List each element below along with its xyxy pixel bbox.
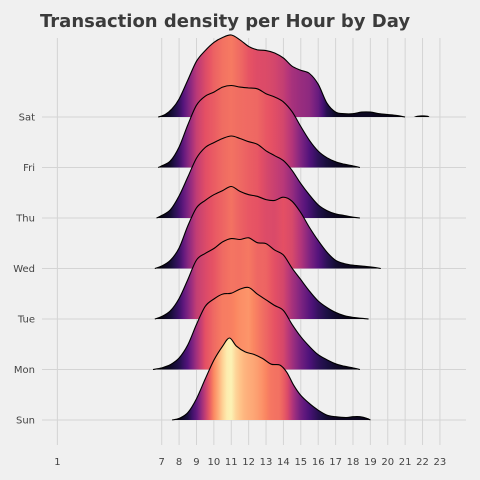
x-tick-label: 18 [347,457,360,468]
ridge-outline-sun [171,337,371,421]
ridge-fill-thu [156,136,360,218]
ridge-outline-thu [156,135,360,219]
ridge-wed [154,185,381,270]
y-tick-label: Sat [19,113,35,124]
x-tick-labels: 1 7 8 9 10 11 12 13 14 15 16 17 18 19 20 21 22 23 [54,457,446,468]
x-tick-label: 19 [364,457,377,468]
x-tick-label: 1 [54,457,60,468]
y-tick-labels: Sun Mon Tue Wed Thu Fri Sat [13,113,35,427]
ridge-fill-tue [154,237,369,319]
x-tick-label: 15 [294,457,307,468]
x-tick-label: 9 [193,457,199,468]
x-tick-label: 21 [399,457,412,468]
ridge-outline-fri [157,84,361,169]
x-tick-label: 10 [208,457,221,468]
y-tick-label: Mon [14,365,35,376]
ridge-outline-mon [152,286,361,371]
y-tick-label: Fri [23,163,35,174]
chart-title: Transaction density per Hour by Day [40,11,410,32]
y-tick-label: Tue [17,315,35,326]
x-tick-label: 16 [312,457,325,468]
x-tick-label: 11 [225,457,238,468]
x-tick-label: 12 [242,457,255,468]
ridge-fill-sun [172,338,371,420]
ridge-fill-wed [154,186,381,269]
y-tick-label: Thu [15,214,35,225]
x-tick-label: 14 [277,457,290,468]
y-tick-label: Sun [16,416,35,427]
ridge-sun [171,337,371,421]
y-tick-label: Wed [13,264,35,275]
x-tick-label: 13 [260,457,273,468]
x-tick-label: 8 [176,457,182,468]
ridges [152,34,430,421]
x-tick-label: 20 [381,457,394,468]
ridge-thu [156,135,360,219]
x-tick-label: 22 [416,457,429,468]
ridge-tue [154,237,369,320]
ridge-outline-wed [154,185,381,270]
ridge-outline-sat [158,34,406,118]
ridge-extra-sat-0 [413,115,430,117]
ridge-outline-tue [154,237,369,320]
ridge-mon [152,286,361,371]
x-tick-label: 7 [159,457,165,468]
x-tick-label: 17 [329,457,342,468]
x-tick-label: 23 [434,457,447,468]
